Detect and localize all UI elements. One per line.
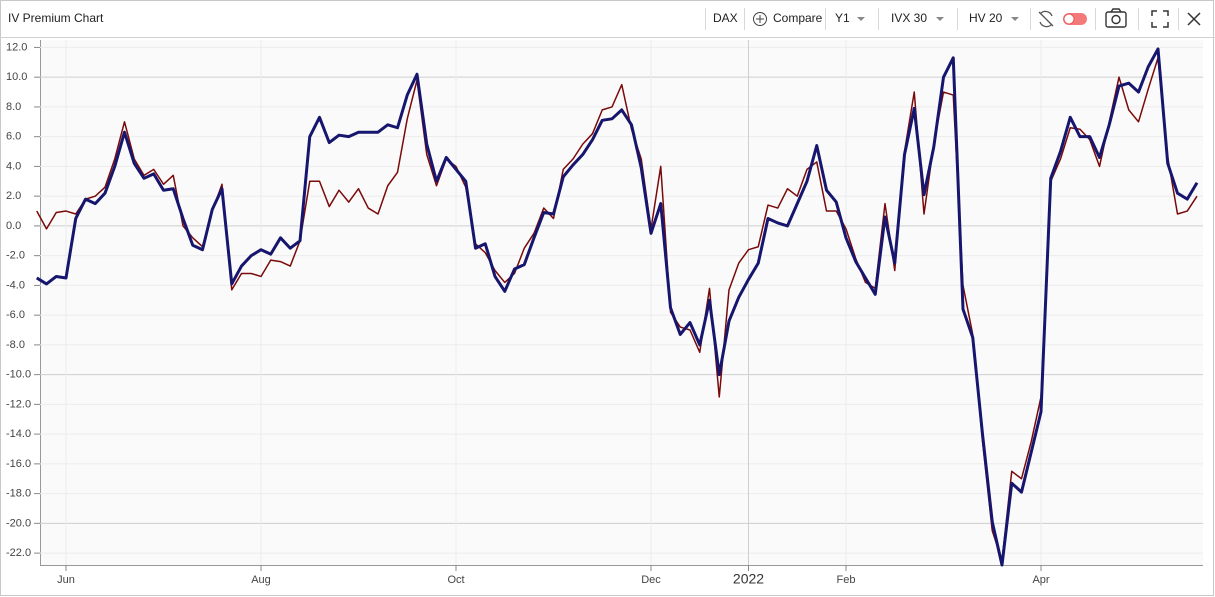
compare-icon <box>753 12 767 26</box>
camera-body <box>1105 11 1127 28</box>
y-tick-label: -12.0 <box>6 398 31 410</box>
camera-lens <box>1111 14 1121 25</box>
series-a-select[interactable]: IVX 30 <box>891 11 927 25</box>
y-tick-label: -16.0 <box>6 458 31 470</box>
compare-button[interactable]: Compare <box>753 11 823 26</box>
x-tick-label: Apr <box>1032 574 1049 586</box>
x-tick-label: 2022 <box>733 571 764 587</box>
dropdown-caret <box>936 17 944 21</box>
y-tick-label: -6.0 <box>6 309 25 321</box>
y-tick-label: 0.0 <box>6 220 21 232</box>
y-tick-label: 2.0 <box>6 190 21 202</box>
y-tick-label: -14.0 <box>6 428 31 440</box>
chart-title: IV Premium Chart <box>8 11 104 25</box>
y-tick-label: 8.0 <box>6 101 21 113</box>
x-tick-label: Aug <box>251 574 271 586</box>
y-tick-label: -2.0 <box>6 250 25 262</box>
y-tick-label: 4.0 <box>6 160 21 172</box>
toggle-knob <box>1063 13 1075 25</box>
y-tick-label: -20.0 <box>6 517 31 529</box>
x-tick-label: Jun <box>57 574 75 586</box>
x-tick-label: Oct <box>447 574 464 586</box>
x-tick-label: Feb <box>837 574 856 586</box>
compare-label: Compare <box>773 11 823 25</box>
y-tick-label: 12.0 <box>6 41 27 53</box>
compare-icon-plus <box>756 15 764 23</box>
y-tick-label: -8.0 <box>6 339 25 351</box>
y-tick-label: 10.0 <box>6 71 27 83</box>
y-tick-label: 6.0 <box>6 131 21 143</box>
y-tick-label: -18.0 <box>6 488 31 500</box>
x-tick-label: Dec <box>641 574 661 586</box>
y-tick-label: -4.0 <box>6 279 25 291</box>
y-tick-label: -22.0 <box>6 547 31 559</box>
close-button[interactable] <box>1187 12 1201 26</box>
y-tick-label: -10.0 <box>6 369 31 381</box>
sync-icon <box>1038 10 1054 28</box>
fullscreen-button[interactable] <box>1151 10 1169 28</box>
camera-top <box>1110 8 1122 13</box>
series-line <box>35 47 1199 567</box>
period-select[interactable]: Y1 <box>835 11 850 25</box>
dropdown-caret <box>1011 17 1019 21</box>
grid <box>40 40 1203 565</box>
symbol-button[interactable]: DAX <box>713 11 738 25</box>
series-b-select[interactable]: HV 20 <box>969 11 1003 25</box>
dropdown-caret <box>857 17 865 21</box>
plot-area <box>40 40 1203 565</box>
toolbar <box>705 8 1179 30</box>
sync-toggle[interactable] <box>1038 10 1087 28</box>
snapshot-button[interactable] <box>1105 8 1127 28</box>
